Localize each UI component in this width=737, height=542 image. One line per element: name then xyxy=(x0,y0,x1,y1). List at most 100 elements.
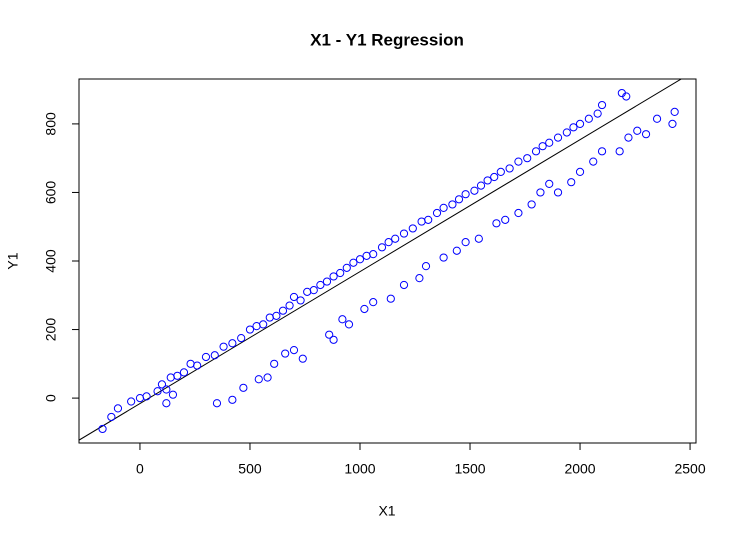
data-point xyxy=(127,397,136,406)
data-point xyxy=(173,371,182,380)
data-point xyxy=(536,188,545,197)
data-point xyxy=(252,322,261,331)
data-point xyxy=(162,385,171,394)
data-point xyxy=(239,383,248,392)
data-point xyxy=(166,373,175,382)
data-point xyxy=(538,142,547,151)
data-point xyxy=(254,375,263,384)
data-point xyxy=(377,243,387,252)
data-point xyxy=(201,352,211,362)
data-point xyxy=(237,334,246,343)
data-point xyxy=(399,280,409,290)
data-point xyxy=(545,179,554,188)
data-point xyxy=(408,224,417,233)
data-point xyxy=(168,390,178,399)
data-point xyxy=(384,238,393,247)
data-point xyxy=(322,277,332,286)
data-point xyxy=(652,114,662,123)
data-point xyxy=(336,268,345,278)
x-tick-label: 0 xyxy=(136,461,144,477)
data-point xyxy=(344,320,354,329)
data-point xyxy=(399,229,409,238)
data-point xyxy=(593,109,602,118)
data-point xyxy=(545,138,554,147)
data-point xyxy=(303,287,312,296)
data-point xyxy=(461,238,470,247)
x-tick-label: 1000 xyxy=(344,461,375,477)
data-point xyxy=(597,147,607,156)
data-point xyxy=(624,133,633,142)
data-point xyxy=(553,133,563,142)
data-point xyxy=(272,311,281,320)
x-axis-label: X1 xyxy=(378,503,395,519)
data-point xyxy=(476,181,486,190)
data-point xyxy=(527,200,536,209)
data-point xyxy=(342,263,351,272)
y-tick-label: 600 xyxy=(43,181,59,205)
data-point xyxy=(355,255,365,264)
data-point xyxy=(633,126,642,135)
data-point xyxy=(193,361,202,370)
data-point xyxy=(386,294,395,303)
data-point xyxy=(514,157,523,166)
data-point xyxy=(567,178,576,187)
data-point xyxy=(523,154,532,163)
data-point xyxy=(360,304,369,314)
data-point xyxy=(575,119,585,129)
x-tick-label: 2000 xyxy=(564,461,595,477)
data-point xyxy=(228,395,237,404)
data-point xyxy=(338,315,347,324)
data-point xyxy=(228,339,237,348)
data-point xyxy=(157,380,167,389)
data-point xyxy=(505,164,514,173)
data-point xyxy=(641,130,651,139)
data-point xyxy=(670,107,679,117)
data-point xyxy=(615,147,624,156)
data-point xyxy=(589,157,598,166)
data-point xyxy=(553,188,563,197)
x-tick-label: 2500 xyxy=(674,461,705,477)
data-point xyxy=(439,203,448,212)
data-point xyxy=(622,92,631,101)
data-point xyxy=(470,186,479,195)
data-point xyxy=(98,424,107,434)
data-point xyxy=(265,313,274,322)
x-tick-label: 1500 xyxy=(454,461,485,477)
y-axis-label: Y1 xyxy=(5,252,21,269)
data-point xyxy=(421,262,431,271)
data-point xyxy=(325,330,334,339)
data-point xyxy=(417,217,426,226)
data-point xyxy=(316,280,325,290)
data-point xyxy=(329,272,338,281)
data-point xyxy=(496,167,505,176)
data-point xyxy=(349,258,358,267)
data-point xyxy=(212,399,222,408)
data-point xyxy=(135,393,145,403)
data-point xyxy=(278,306,288,315)
data-point xyxy=(501,215,510,224)
x-tick-label: 500 xyxy=(238,461,262,477)
data-point xyxy=(162,399,171,408)
data-point xyxy=(415,274,424,283)
data-point xyxy=(285,301,294,310)
data-point xyxy=(296,296,305,305)
data-point xyxy=(531,147,541,156)
data-point xyxy=(210,351,219,360)
data-point xyxy=(432,208,442,218)
data-point xyxy=(391,234,400,243)
data-point xyxy=(424,215,433,224)
data-point xyxy=(448,200,457,209)
plot-area xyxy=(79,79,683,441)
data-point xyxy=(668,119,677,129)
data-point xyxy=(153,387,162,396)
data-point xyxy=(270,359,279,368)
data-point xyxy=(514,208,523,218)
plot-frame xyxy=(78,78,697,444)
y-tick-label: 400 xyxy=(43,249,59,273)
data-point xyxy=(113,404,123,413)
data-point xyxy=(107,412,116,422)
y-tick-label: 200 xyxy=(43,318,59,342)
data-point xyxy=(461,190,470,199)
data-point xyxy=(309,286,318,295)
